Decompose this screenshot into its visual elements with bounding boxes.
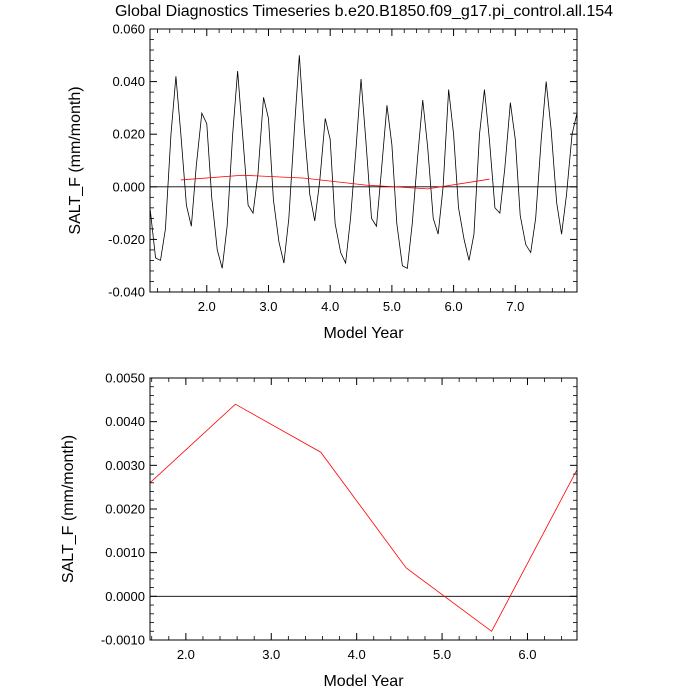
x-axis-label: Model Year xyxy=(323,673,404,690)
y-tick-label: 0.0000 xyxy=(105,589,145,604)
monthly-series-line xyxy=(149,55,578,269)
y-axis-label: SALT_F (mm/month) xyxy=(60,435,77,583)
chart-title: Global Diagnostics Timeseries b.e20.B185… xyxy=(115,3,613,20)
y-tick-label: 0.0020 xyxy=(105,502,145,517)
x-tick-label: 3.0 xyxy=(262,647,280,662)
plot-frame xyxy=(149,377,578,641)
y-tick-label: -0.0010 xyxy=(101,633,145,648)
y-tick-label: 0.0040 xyxy=(105,414,145,429)
y-tick-label: 0.000 xyxy=(112,179,145,194)
y-tick-label: -0.040 xyxy=(108,285,145,300)
x-tick-label: 7.0 xyxy=(506,299,524,314)
x-tick-label: 2.0 xyxy=(198,299,216,314)
x-axis-label: Model Year xyxy=(323,325,404,342)
y-tick-label: 0.040 xyxy=(112,74,145,89)
x-tick-label: 6.0 xyxy=(445,299,463,314)
x-tick-label: 4.0 xyxy=(348,647,366,662)
x-tick-label: 5.0 xyxy=(433,647,451,662)
x-tick-label: 5.0 xyxy=(383,299,401,314)
x-tick-label: 3.0 xyxy=(259,299,277,314)
annual-mean-series-line xyxy=(149,403,578,632)
plot-frame xyxy=(149,28,578,293)
y-tick-label: 0.0050 xyxy=(105,371,145,386)
y-tick-label: 0.0030 xyxy=(105,458,145,473)
y-tick-label: 0.060 xyxy=(112,22,145,37)
bottom-annual-mean-plot: -0.0010 0.0000 0.0010 0.0020 0.0030 0.0040 0.0… xyxy=(60,371,578,690)
y-tick-label: -0.020 xyxy=(108,232,145,247)
x-tick-label: 4.0 xyxy=(321,299,339,314)
y-axis-label: SALT_F (mm/month) xyxy=(67,86,84,234)
top-timeseries-plot: -0.040 -0.020 0.000 0.020 0.040 0.060 2.0 3.0 4.… xyxy=(67,22,578,342)
annual-mean-series-line xyxy=(180,174,490,190)
y-tick-label: 0.020 xyxy=(112,127,145,142)
x-tick-label: 6.0 xyxy=(518,647,536,662)
x-tick-label: 2.0 xyxy=(177,647,195,662)
y-tick-label: 0.0010 xyxy=(105,545,145,560)
